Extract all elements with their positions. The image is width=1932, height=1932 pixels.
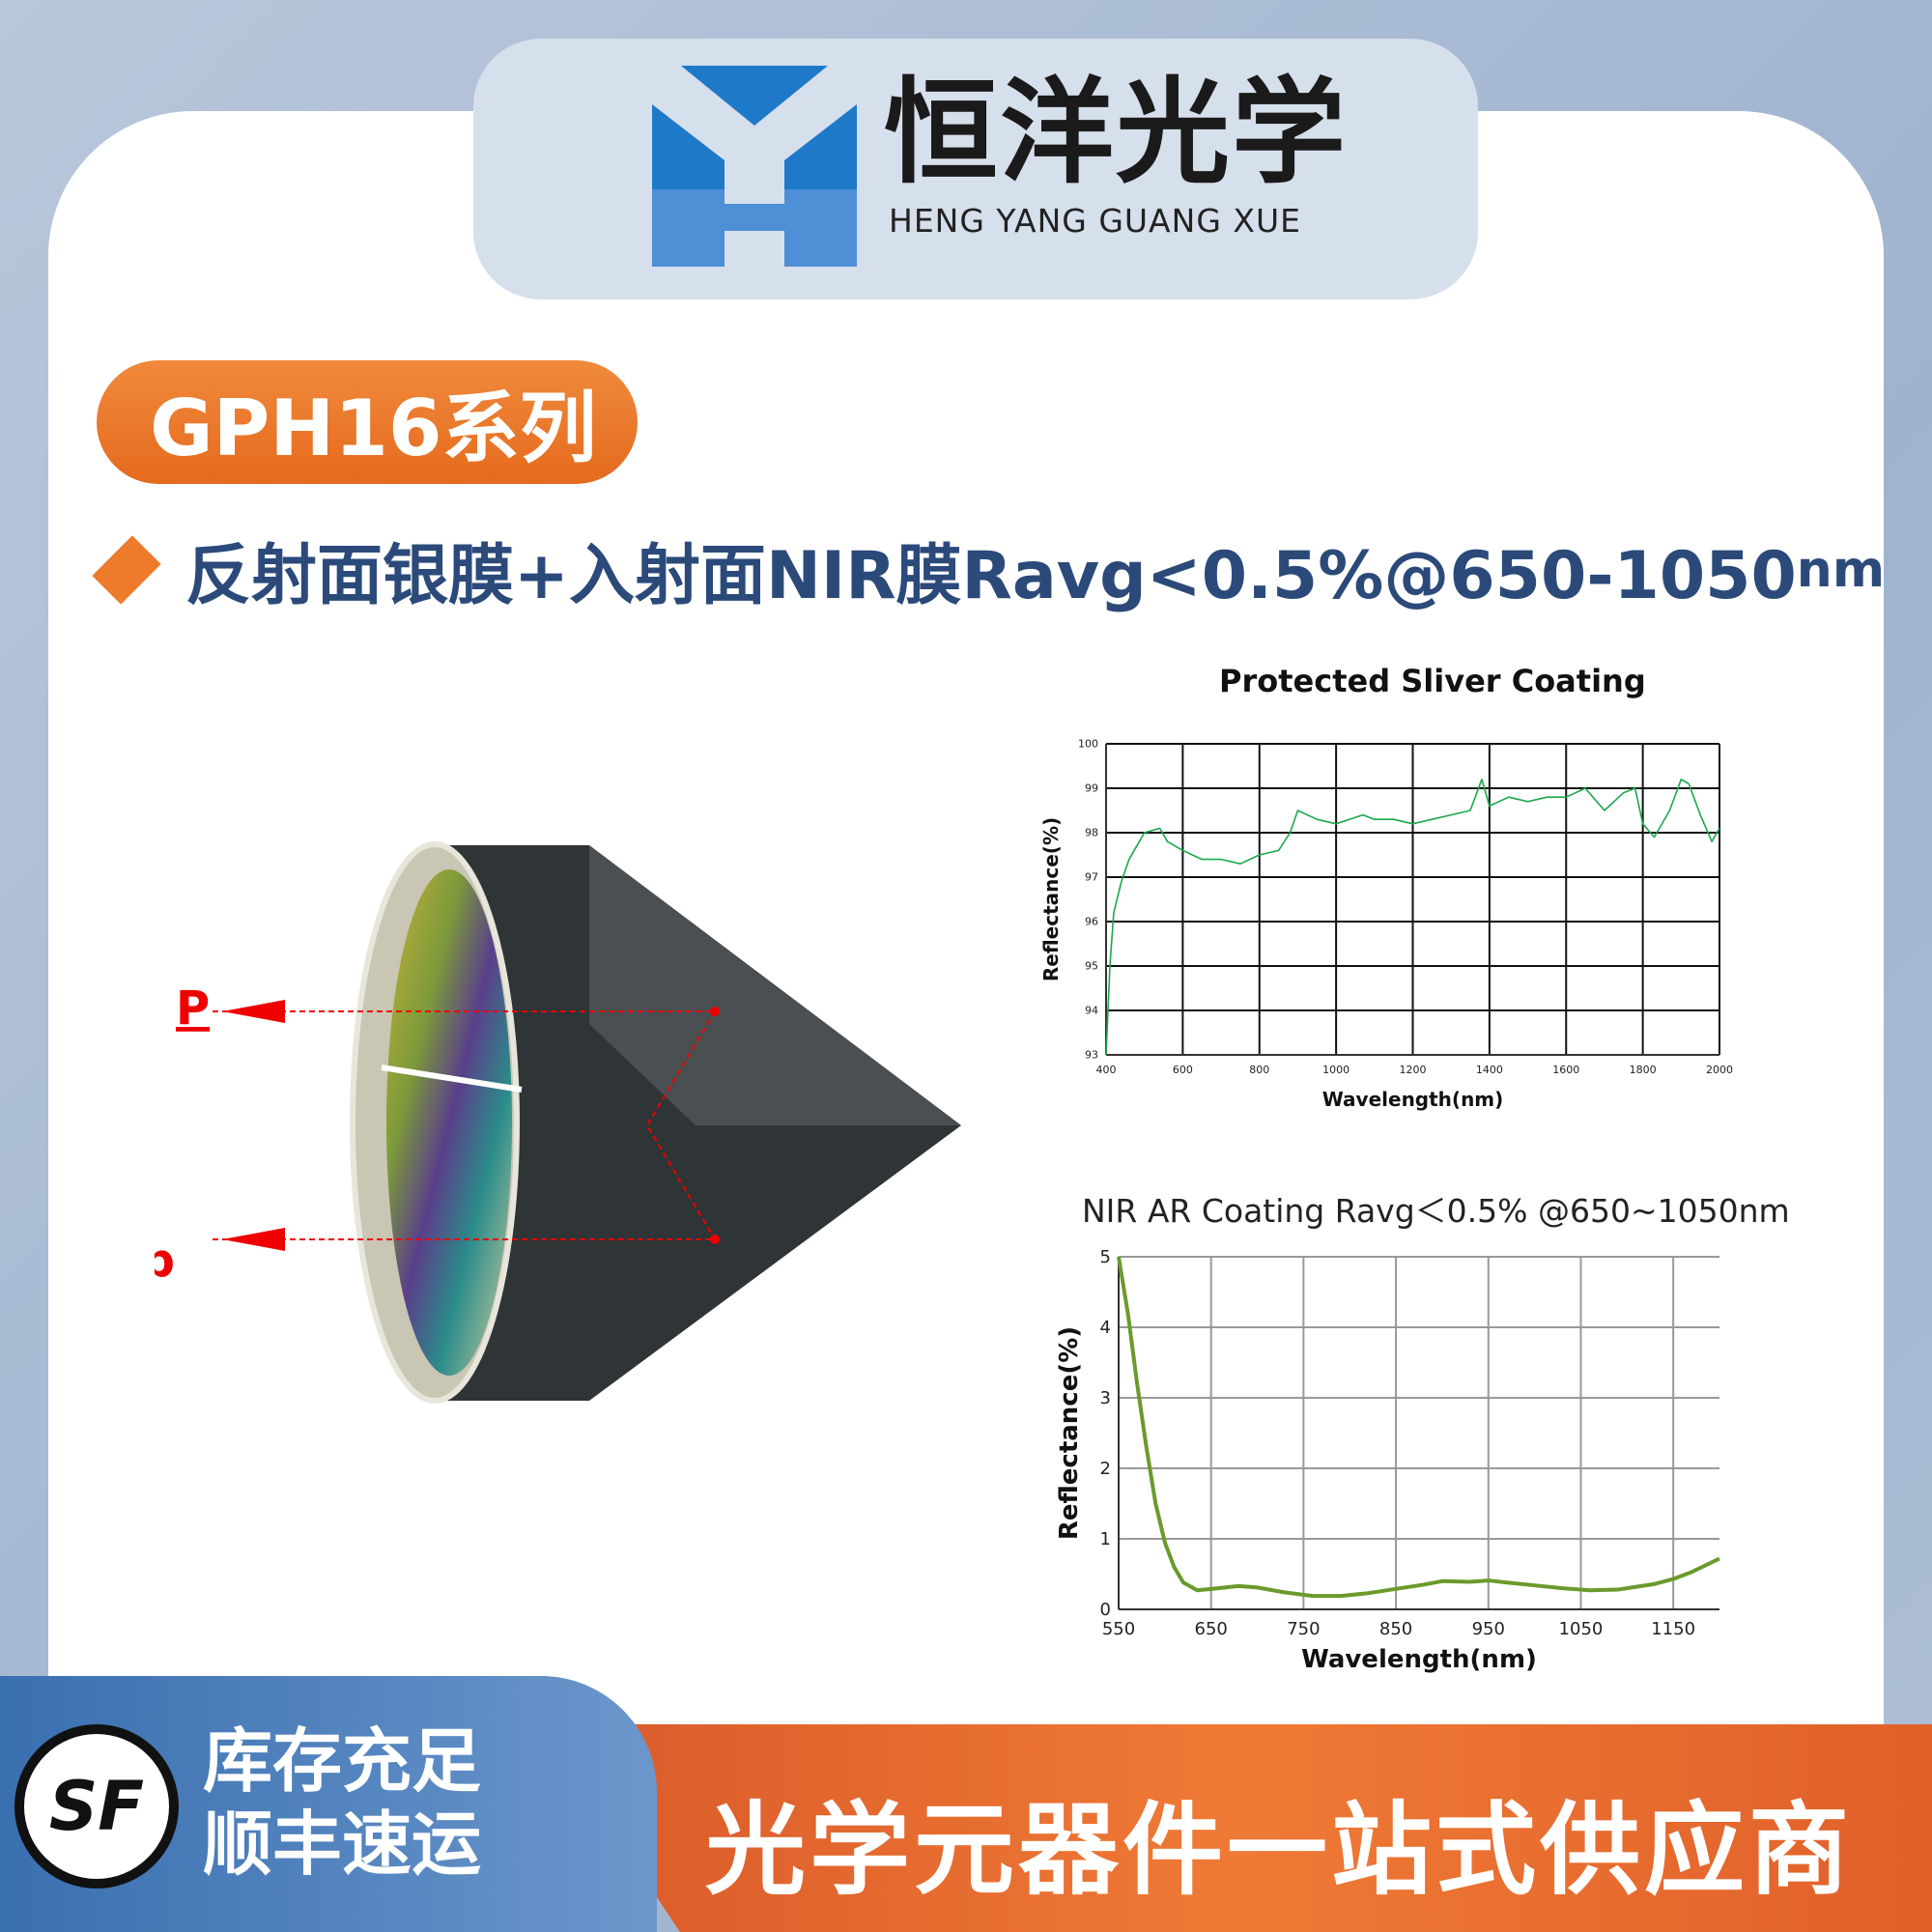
x-axis-label: Wavelength(nm) [1322, 1088, 1504, 1111]
y-tick-label: 93 [1085, 1049, 1098, 1062]
x-tick-label: 1600 [1552, 1064, 1579, 1076]
y-tick-label: 100 [1078, 738, 1098, 751]
x-tick-label: 400 [1096, 1064, 1117, 1076]
chart1-title: Protected Sliver Coating [1219, 663, 1646, 699]
stock-text: 库存充足 顺丰速运 [203, 1719, 481, 1886]
y-tick-label: 3 [1100, 1388, 1111, 1408]
x-tick-label: 1200 [1400, 1064, 1427, 1076]
y-axis-label: Reflectance(%) [1039, 817, 1063, 981]
x-tick-label: 650 [1195, 1619, 1228, 1639]
x-tick-label: 1050 [1559, 1619, 1604, 1639]
y-tick-label: 95 [1085, 960, 1098, 973]
brand-name-en: HENG YANG GUANG XUE [889, 202, 1301, 240]
silver-coating-chart: 93 94 95 96 97 98 99 100 400 600 800 1000 1200 1400 16… [1039, 738, 1733, 1111]
y-tick-label: 94 [1085, 1005, 1098, 1017]
series-badge: GPH16系列 [97, 360, 638, 484]
x-tick-label: 750 [1287, 1619, 1320, 1639]
y-axis-label: Reflectance(%) [1055, 1326, 1084, 1540]
arrow-out-icon [222, 1228, 285, 1251]
feature-unit: nm [1796, 540, 1885, 599]
label-d: d [155, 1239, 175, 1293]
stock-line-1: 库存充足 [203, 1720, 482, 1802]
diamond-bullet-icon [92, 534, 161, 605]
nir-ar-chart: 0 1 2 3 4 5 550 650 750 850 950 1050 1150 Wavelength(… [1055, 1247, 1720, 1674]
data-line [1117, 1256, 1720, 1599]
feature-line: 反射面银膜+入射面NIR膜Ravg<0.5%@650-1050 nm [92, 522, 1885, 617]
slogan-text: 光学元器件一站式供应商 [705, 1791, 1854, 1909]
x-tick-label: 850 [1379, 1619, 1412, 1639]
y-tick-label: 96 [1085, 916, 1098, 928]
y-tick-label: 98 [1085, 827, 1098, 839]
stock-line-2: 顺丰速运 [203, 1804, 482, 1885]
sf-express-logo: SF [14, 1724, 179, 1889]
y-tick-label: 0 [1100, 1600, 1111, 1620]
x-tick-label: 1150 [1651, 1619, 1695, 1639]
y-tick-label: 1 [1100, 1529, 1111, 1549]
chart2-title: NIR AR Coating Ravg＜0.5% @650~1050nm [1082, 1192, 1790, 1230]
y-tick-label: 2 [1100, 1459, 1111, 1479]
y-tick-label: 5 [1100, 1247, 1111, 1267]
x-tick-label: 550 [1102, 1619, 1135, 1639]
y-tick-label: 97 [1085, 871, 1098, 884]
x-tick-label: 1800 [1630, 1064, 1657, 1076]
sf-logo-text: SF [48, 1767, 145, 1846]
prism-illustration: P d [155, 841, 961, 1404]
y-tick-label: 99 [1085, 782, 1098, 795]
slogan-banner [541, 1724, 1932, 1932]
x-tick-label: 600 [1173, 1064, 1193, 1076]
x-tick-label: 2000 [1706, 1064, 1733, 1076]
logo-mark-icon [652, 66, 857, 267]
brand-name-cn: 恒洋光学 [884, 66, 1349, 199]
x-axis-label: Wavelength(nm) [1301, 1645, 1537, 1674]
arrow-in-icon [222, 1000, 285, 1023]
logo-header [473, 39, 1478, 299]
label-p: P [176, 981, 210, 1036]
feature-text: 反射面银膜+入射面NIR膜Ravg<0.5%@650-1050 [185, 538, 1797, 614]
x-tick-label: 1400 [1476, 1064, 1503, 1076]
x-tick-label: 950 [1472, 1619, 1505, 1639]
x-tick-label: 1000 [1322, 1064, 1350, 1076]
data-line [1105, 779, 1720, 1056]
x-tick-label: 800 [1249, 1064, 1269, 1076]
y-tick-label: 4 [1100, 1318, 1111, 1338]
